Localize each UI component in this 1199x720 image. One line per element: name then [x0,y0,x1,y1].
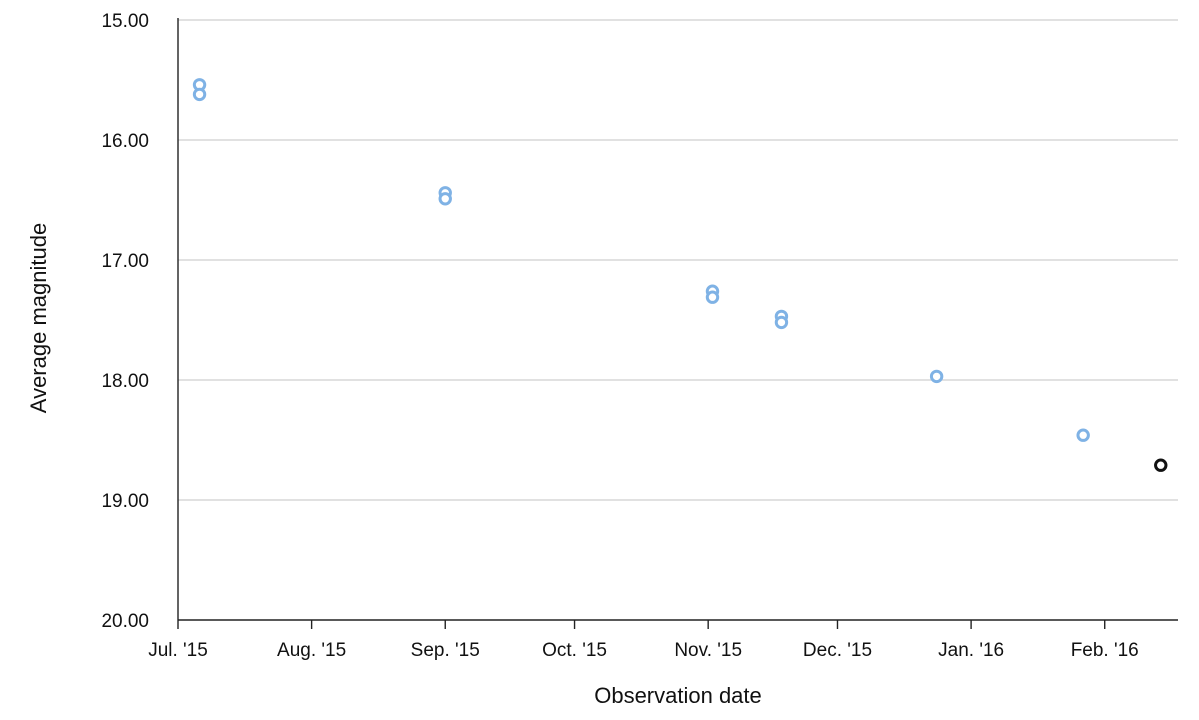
x-tick-label: Aug. '15 [277,640,346,661]
x-axis-ticks: Jul. '15 Aug. '15 Sep. '15 Oct. '15 Nov. '15… [148,620,1139,661]
grid-lines [178,19,1178,501]
x-tick-label: Jul. '15 [148,640,208,661]
y-tick-label: 16.00 [101,131,149,152]
axes [177,18,1178,621]
y-tick-label: 17.00 [101,251,149,272]
x-axis-title: Observation date [594,683,762,708]
x-tick-label: Nov. '15 [674,640,742,661]
data-point [1154,458,1168,472]
y-tick-label: 18.00 [101,371,149,392]
data-point [774,315,789,330]
data-point [705,290,720,304]
data-point [438,192,452,206]
x-tick-label: Dec. '15 [803,640,872,661]
y-tick-label: 20.00 [101,611,149,632]
y-axis-ticks: 15.00 16.00 17.00 18.00 19.00 20.00 [101,11,149,632]
y-tick-label: 15.00 [101,11,149,32]
data-points [192,78,1168,472]
data-point [929,369,944,384]
x-tick-label: Feb. '16 [1071,640,1139,661]
x-tick-label: Sep. '15 [411,640,480,661]
x-tick-label: Oct. '15 [542,640,607,661]
y-axis-title: Average magnitude [26,223,51,413]
x-tick-label: Jan. '16 [938,640,1004,661]
y-tick-label: 19.00 [101,491,149,512]
data-point [1076,428,1090,442]
data-point [192,87,207,102]
